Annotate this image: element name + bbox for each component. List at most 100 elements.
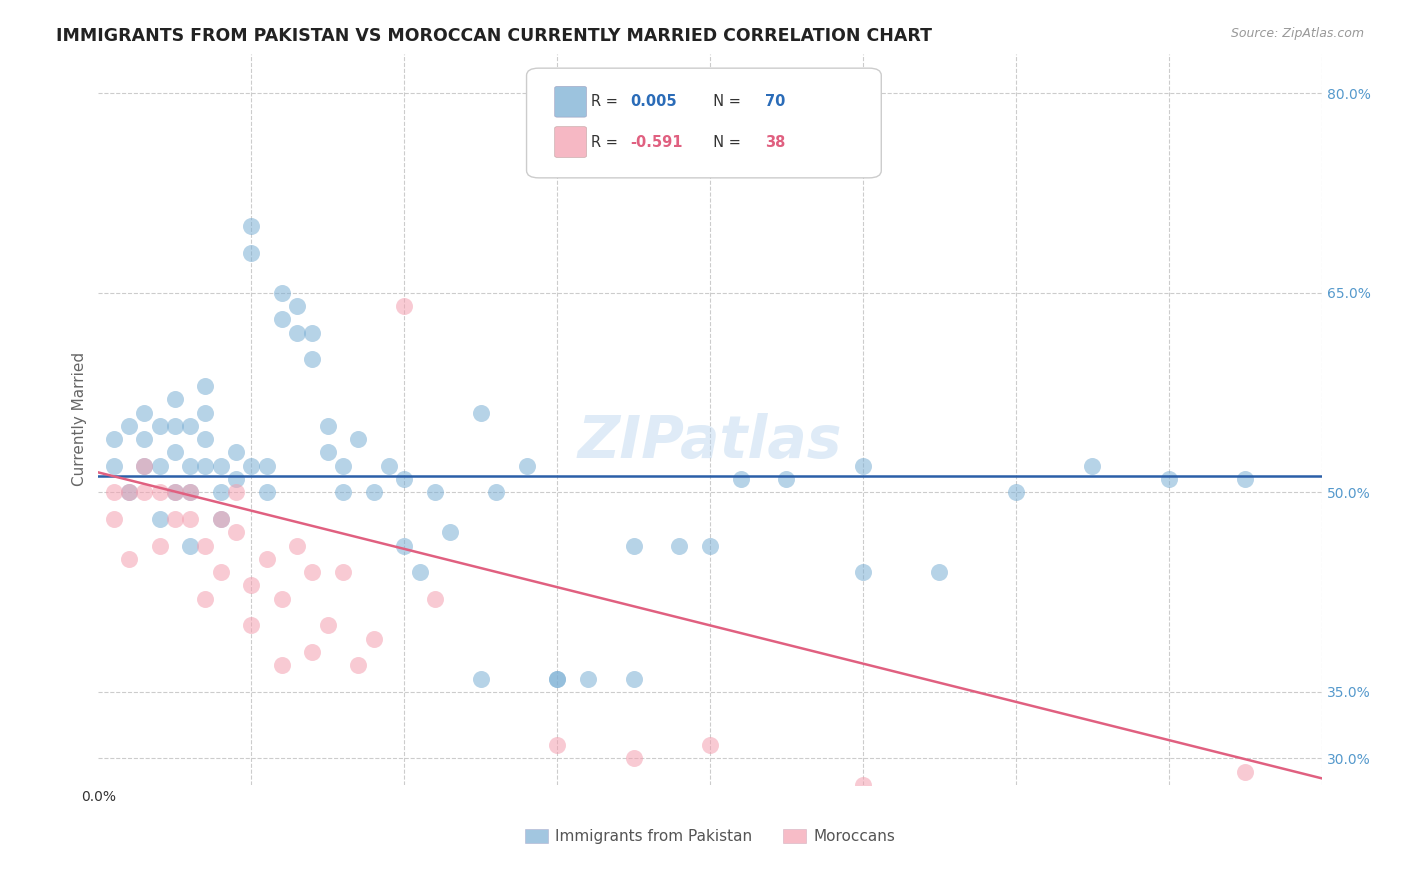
Point [103, 485, 125, 500]
Point [225, 472, 247, 486]
Point [623, 539, 645, 553]
Point [256, 458, 278, 473]
Point [347, 658, 370, 673]
Point [240, 246, 263, 260]
Legend: Immigrants from Pakistan, Moroccans: Immigrants from Pakistan, Moroccans [519, 823, 901, 850]
Text: Source: ZipAtlas.com: Source: ZipAtlas.com [1230, 27, 1364, 40]
Point [256, 552, 278, 566]
Point [470, 406, 492, 420]
Point [852, 458, 875, 473]
Point [928, 565, 950, 579]
FancyBboxPatch shape [555, 87, 586, 117]
Point [149, 458, 172, 473]
Point [1157, 472, 1180, 486]
Point [392, 299, 416, 313]
Point [301, 352, 323, 367]
Point [439, 525, 461, 540]
Point [118, 552, 141, 566]
Point [149, 539, 172, 553]
Point [285, 326, 308, 340]
Point [1081, 805, 1104, 819]
Point [225, 445, 247, 459]
Point [225, 525, 247, 540]
Point [163, 392, 186, 407]
Point [423, 485, 446, 500]
Point [852, 778, 875, 792]
Point [699, 738, 721, 752]
Point [285, 299, 308, 313]
Point [194, 591, 217, 606]
Point [270, 285, 294, 300]
Point [516, 458, 538, 473]
Point [576, 672, 599, 686]
Text: 0.005: 0.005 [630, 95, 678, 110]
Point [363, 632, 385, 646]
Text: 38: 38 [765, 135, 786, 150]
Point [179, 458, 201, 473]
Point [163, 445, 186, 459]
Point [1234, 764, 1257, 779]
Point [240, 219, 263, 234]
Point [285, 539, 308, 553]
Point [408, 565, 430, 579]
Point [347, 432, 370, 446]
Point [316, 445, 339, 459]
Point [103, 512, 125, 526]
Point [332, 565, 354, 579]
Point [270, 591, 294, 606]
Point [179, 539, 201, 553]
Point [470, 672, 492, 686]
Point [209, 512, 232, 526]
Text: ZIPatlas: ZIPatlas [578, 413, 842, 470]
Point [163, 485, 186, 500]
Point [209, 512, 232, 526]
Point [240, 618, 263, 632]
Point [301, 326, 323, 340]
Point [1081, 458, 1104, 473]
Point [118, 485, 141, 500]
Point [134, 458, 156, 473]
Point [301, 565, 323, 579]
Point [1234, 472, 1257, 486]
Point [209, 458, 232, 473]
Point [179, 485, 201, 500]
Point [423, 591, 446, 606]
Point [485, 485, 508, 500]
Point [546, 672, 568, 686]
Point [623, 751, 645, 765]
Point [332, 458, 354, 473]
Point [240, 458, 263, 473]
Point [301, 645, 323, 659]
Point [270, 658, 294, 673]
Point [149, 485, 172, 500]
Point [270, 312, 294, 326]
Point [730, 472, 752, 486]
Point [118, 418, 141, 433]
Text: -0.591: -0.591 [630, 135, 683, 150]
Point [332, 485, 354, 500]
Point [225, 485, 247, 500]
Point [240, 578, 263, 592]
Point [378, 458, 401, 473]
Point [194, 458, 217, 473]
Point [179, 418, 201, 433]
Point [149, 418, 172, 433]
Text: N =: N = [704, 135, 745, 150]
Point [163, 512, 186, 526]
Point [1004, 485, 1026, 500]
Point [103, 458, 125, 473]
Point [163, 418, 186, 433]
Y-axis label: Currently Married: Currently Married [72, 352, 87, 486]
Text: R =: R = [592, 95, 623, 110]
Point [134, 458, 156, 473]
Point [209, 485, 232, 500]
Point [194, 379, 217, 393]
Point [179, 512, 201, 526]
Point [179, 485, 201, 500]
Point [134, 485, 156, 500]
Point [194, 539, 217, 553]
Point [256, 485, 278, 500]
Point [163, 485, 186, 500]
Point [149, 512, 172, 526]
Text: N =: N = [704, 95, 745, 110]
